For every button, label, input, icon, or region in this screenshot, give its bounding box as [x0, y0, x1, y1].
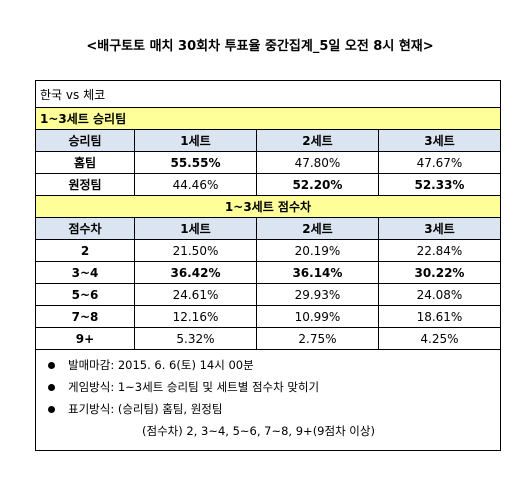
header-cell: 점수차: [35, 217, 135, 240]
note-text: 표기방식: (승리팀) 홈팀, 원정팀: [68, 402, 223, 416]
cell: 44.46%: [134, 173, 257, 196]
cell: 20.19%: [255, 239, 379, 262]
note: (점수차) 2, 3~4, 5~6, 7~8, 9+(9점차 이상): [42, 420, 500, 442]
header-cell: 1세트: [134, 217, 257, 240]
cell: 2.75%: [255, 327, 379, 350]
section-cell: 1~3세트 점수차: [35, 195, 501, 218]
note-text: 발매마감: 2015. 6. 6(토) 14시 00분: [68, 358, 254, 372]
cell: 10.99%: [255, 305, 379, 328]
cell: 47.67%: [377, 151, 502, 174]
cell: 47.80%: [255, 151, 379, 174]
header-cell: 3세트: [377, 217, 502, 240]
cell: 36.14%: [255, 261, 379, 284]
notes-cell: 발매마감: 2015. 6. 6(토) 14시 00분 게임방식: 1~3세트 …: [35, 349, 501, 451]
header-cell: 1세트: [134, 129, 257, 152]
cell: 5.32%: [134, 327, 257, 350]
cell: 36.42%: [134, 261, 257, 284]
row-label: 홈팀: [35, 151, 135, 174]
header-cell: 2세트: [255, 217, 379, 240]
cell: 55.55%: [134, 151, 257, 174]
note-text: (점수차) 2, 3~4, 5~6, 7~8, 9+(9점차 이상): [142, 424, 375, 438]
header-cell: 승리팀: [35, 129, 135, 152]
cell: 18.61%: [377, 305, 502, 328]
row-label: 3~4: [35, 261, 135, 284]
row-label: 5~6: [35, 283, 135, 306]
note: 표기방식: (승리팀) 홈팀, 원정팀: [42, 398, 500, 420]
note-text: 게임방식: 1~3세트 승리팀 및 세트별 점수차 맞히기: [68, 380, 320, 394]
cell: 4.25%: [377, 327, 502, 350]
cell: 52.20%: [255, 173, 379, 196]
cell: 29.93%: [255, 283, 379, 306]
header-cell: 3세트: [377, 129, 502, 152]
vote-table: 한국 vs 체코 1~3세트 승리팀 승리팀 1세트 2세트 3세트 홈팀 55…: [35, 80, 502, 451]
cell: 12.16%: [134, 305, 257, 328]
row-label: 2: [35, 239, 135, 262]
row-label: 9+: [35, 327, 135, 350]
cell: 52.33%: [377, 173, 502, 196]
row-label: 원정팀: [35, 173, 135, 196]
note: 게임방식: 1~3세트 승리팀 및 세트별 점수차 맞히기: [42, 376, 500, 398]
header-cell: 2세트: [255, 129, 379, 152]
title: <배구토토 매치 30회차 투표율 중간집계_5일 오전 8시 현재>: [86, 39, 434, 54]
cell: 24.61%: [134, 283, 257, 306]
match-cell: 한국 vs 체코: [35, 80, 501, 108]
cell: 22.84%: [377, 239, 502, 262]
cell: 24.08%: [377, 283, 502, 306]
note: 발매마감: 2015. 6. 6(토) 14시 00분: [42, 354, 500, 376]
cell: 30.22%: [377, 261, 502, 284]
cell: 21.50%: [134, 239, 257, 262]
row-label: 7~8: [35, 305, 135, 328]
section-cell: 1~3세트 승리팀: [35, 107, 501, 130]
